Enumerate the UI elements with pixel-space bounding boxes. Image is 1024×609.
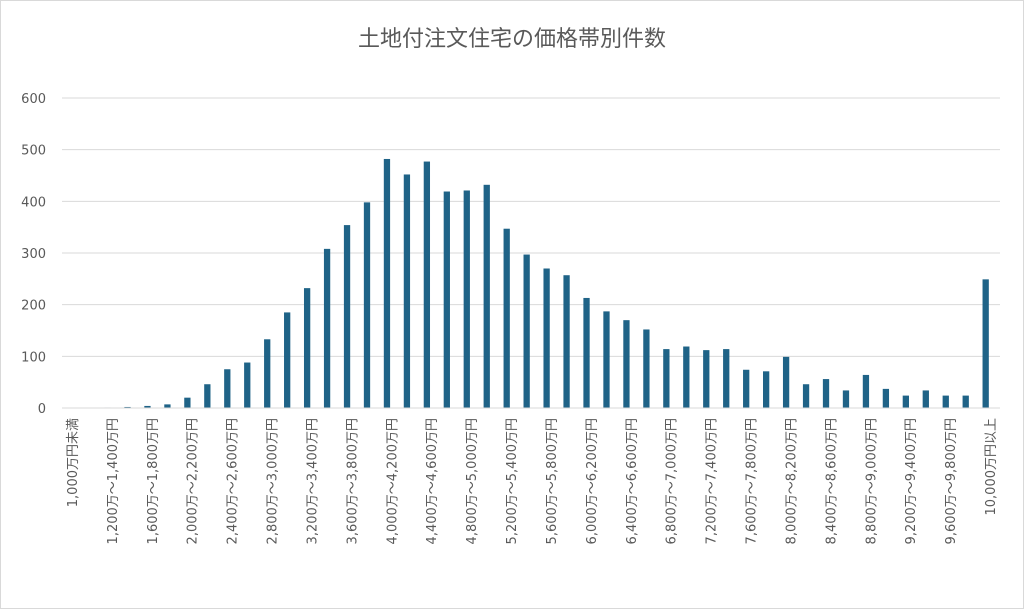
bar xyxy=(743,369,750,408)
x-tick-label: 9,600万～9,800万円 xyxy=(944,418,959,544)
bar xyxy=(563,275,570,408)
bar xyxy=(224,369,231,408)
bar xyxy=(583,297,590,408)
x-tick-label: 6,400万～6,600万円 xyxy=(625,418,640,544)
bar xyxy=(922,390,929,408)
bar xyxy=(343,225,351,408)
y-tick-label: 100 xyxy=(21,350,46,365)
x-tick-label: 5,600万～5,800万円 xyxy=(545,418,560,544)
bar xyxy=(323,248,331,408)
x-tick-label: 2,800万～3,000万円 xyxy=(266,418,281,544)
bar xyxy=(643,329,650,408)
bar xyxy=(144,405,151,408)
x-tick-label: 8,800万～9,000万円 xyxy=(864,418,879,544)
bar xyxy=(204,384,211,408)
x-tick-label: 1,200万～1,400万円 xyxy=(106,418,121,544)
bar xyxy=(443,191,450,408)
x-tick-label: 2,000万～2,200万円 xyxy=(186,418,201,544)
x-tick-label: 6,800万～7,000万円 xyxy=(665,418,680,544)
bar xyxy=(363,202,371,408)
y-tick-label: 300 xyxy=(21,247,46,262)
bar xyxy=(683,346,690,408)
x-tick-label: 4,000万～4,200万円 xyxy=(385,418,400,544)
y-tick-label: 400 xyxy=(21,195,46,210)
bar xyxy=(503,228,510,408)
x-tick-label: 8,000万～8,200万円 xyxy=(784,418,799,544)
bar xyxy=(882,388,890,408)
bar xyxy=(603,311,610,408)
x-tick-label: 3,200万～3,400万円 xyxy=(305,418,320,544)
y-tick-label: 0 xyxy=(38,402,46,417)
bar xyxy=(802,384,810,408)
bar xyxy=(862,374,870,408)
bar xyxy=(703,350,710,408)
bar xyxy=(463,190,470,408)
bar xyxy=(902,395,909,408)
bar xyxy=(663,349,670,408)
y-tick-label: 200 xyxy=(21,299,46,314)
x-tick-label: 4,800万～5,000万円 xyxy=(465,418,480,544)
x-tick-label: 7,200万～7,400万円 xyxy=(705,418,720,544)
chart-title: 土地付注文住宅の価格帯別件数 xyxy=(358,27,666,52)
x-tick-label: 9,200万～9,400万円 xyxy=(904,418,919,544)
y-tick-label: 600 xyxy=(21,92,46,107)
x-tick-label: 10,000万円以上 xyxy=(984,418,999,516)
bar xyxy=(423,161,431,408)
bar xyxy=(723,349,730,408)
x-tick-label: 3,600万～3,800万円 xyxy=(345,418,360,544)
bar xyxy=(962,395,969,408)
x-tick-label: 1,600万～1,800万円 xyxy=(146,418,161,544)
bar xyxy=(822,379,830,408)
bar xyxy=(284,312,291,408)
bar xyxy=(523,254,530,408)
bar xyxy=(543,268,550,408)
bar xyxy=(842,390,850,408)
bar xyxy=(383,158,391,408)
bar xyxy=(164,404,171,408)
bar xyxy=(623,320,630,408)
bar xyxy=(264,339,271,408)
bar xyxy=(982,279,989,408)
bar xyxy=(403,174,411,408)
x-tick-label: 1,000万円未満 xyxy=(66,418,81,507)
bar xyxy=(782,356,790,408)
x-tick-label: 8,400万～8,600万円 xyxy=(824,418,839,544)
bar xyxy=(942,395,949,408)
bar xyxy=(483,184,490,408)
bar xyxy=(244,362,251,408)
bar xyxy=(303,288,311,408)
x-tick-label: 6,000万～6,200万円 xyxy=(585,418,600,544)
bar xyxy=(184,397,191,408)
bar xyxy=(763,371,770,408)
x-tick-label: 2,400万～2,600万円 xyxy=(226,418,241,544)
y-tick-label: 500 xyxy=(21,144,46,159)
x-tick-label: 5,200万～5,400万円 xyxy=(505,418,520,544)
x-tick-label: 7,600万～7,800万円 xyxy=(745,418,760,544)
bar xyxy=(124,406,131,408)
x-tick-label: 4,400万～4,600万円 xyxy=(425,418,440,544)
